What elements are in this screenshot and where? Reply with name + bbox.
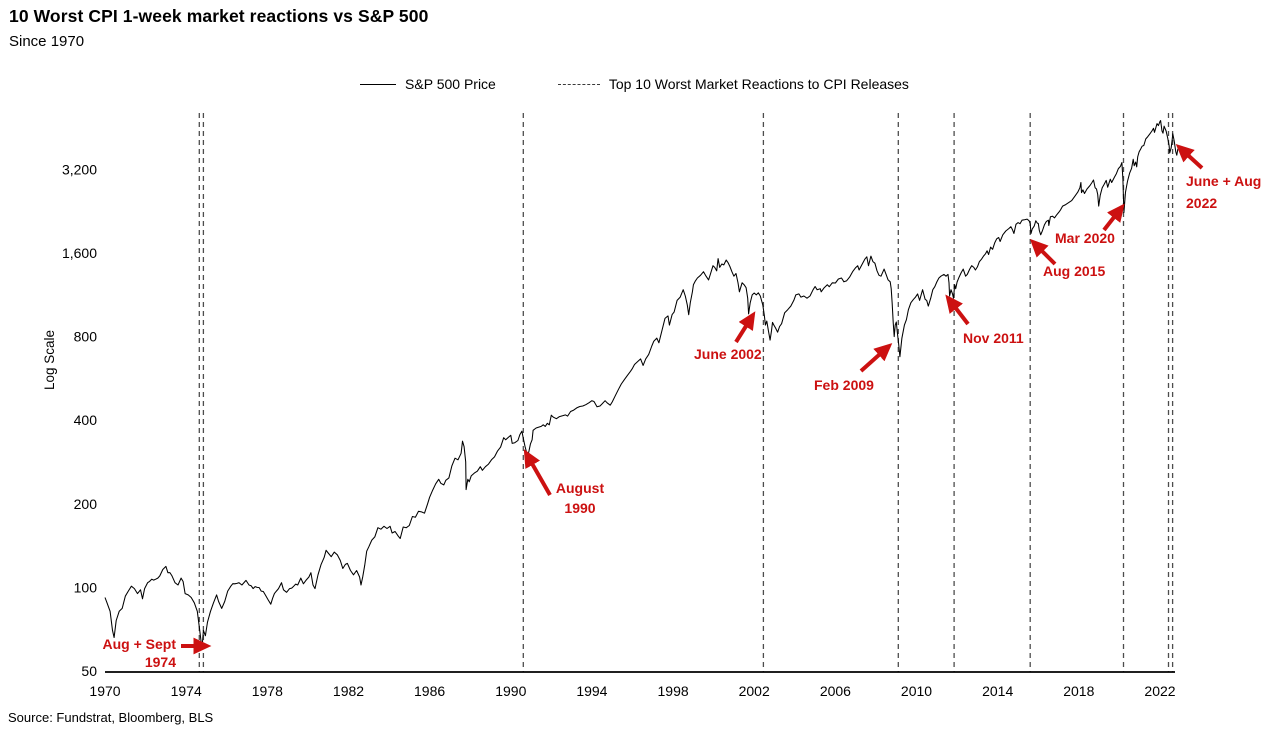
- x-tick-label: 2018: [1063, 683, 1094, 699]
- annotation-nov-2011: Nov 2011: [963, 330, 1024, 346]
- y-tick-label: 1,600: [62, 245, 97, 261]
- annotation-arrow-feb-2009: [859, 343, 893, 373]
- legend-item-cpi-events: Top 10 Worst Market Reactions to CPI Rel…: [557, 76, 909, 92]
- annotation-aug-2015: Aug 2015: [1043, 263, 1105, 279]
- y-tick-label: 800: [74, 329, 98, 345]
- annotation-arrow-june-2002: [734, 311, 756, 344]
- y-tick-label: 100: [74, 579, 98, 595]
- x-tick-label: 2006: [820, 683, 851, 699]
- y-axis-title: Log Scale: [42, 329, 57, 391]
- annotation-august-1990: August: [556, 480, 605, 496]
- chart-title: 10 Worst CPI 1-week market reactions vs …: [9, 6, 429, 26]
- legend-item-sp500: S&P 500 Price: [360, 76, 496, 92]
- annotation-arrow-june-aug-2022: [1175, 144, 1204, 170]
- x-tick-label: 1974: [171, 683, 202, 699]
- annotation-arrow-aug-2015: [1029, 238, 1057, 266]
- y-tick-label: 400: [74, 412, 98, 428]
- y-tick-label: 3,200: [62, 161, 97, 177]
- x-tick-label: 2002: [739, 683, 770, 699]
- x-tick-label: 1994: [576, 683, 607, 699]
- sp500-price-line: [104, 120, 1179, 650]
- annotation-arrow-nov-2011: [945, 294, 970, 326]
- x-tick-label: 1998: [658, 683, 689, 699]
- annotation-june-2002: June 2002: [694, 346, 762, 362]
- annotation-arrow-august-1990: [523, 449, 552, 496]
- x-tick-label: 2022: [1144, 683, 1175, 699]
- legend-label-sp500: S&P 500 Price: [405, 76, 496, 92]
- x-tick-label: 2010: [901, 683, 932, 699]
- source-note: Source: Fundstrat, Bloomberg, BLS: [8, 710, 214, 725]
- annotation-feb-2009: Feb 2009: [814, 377, 874, 393]
- annotation-august-1990: 1990: [564, 500, 595, 516]
- x-tick-label: 1986: [414, 683, 445, 699]
- legend: S&P 500 Price Top 10 Worst Market Reacti…: [0, 76, 1269, 92]
- x-tick-label: 1990: [495, 683, 526, 699]
- y-tick-label: 200: [74, 496, 98, 512]
- solid-line-swatch-icon: [360, 83, 397, 85]
- annotation-aug-sept-1974: 1974: [145, 654, 176, 670]
- x-tick-label: 2014: [982, 683, 1013, 699]
- x-tick-label: 1978: [252, 683, 283, 699]
- annotation-arrow-mar-2020: [1102, 203, 1125, 232]
- legend-label-cpi-events: Top 10 Worst Market Reactions to CPI Rel…: [608, 76, 909, 92]
- x-tick-label: 1970: [89, 683, 120, 699]
- dashed-line-swatch-icon: [557, 83, 600, 85]
- annotation-june-aug-2022: June + Aug: [1186, 173, 1261, 189]
- annotation-mar-2020: Mar 2020: [1055, 230, 1115, 246]
- y-tick-label: 50: [81, 663, 97, 679]
- annotation-aug-sept-1974: Aug + Sept: [102, 636, 176, 652]
- chart-subtitle: Since 1970: [9, 33, 85, 50]
- annotation-june-aug-2022: 2022: [1186, 195, 1217, 211]
- x-tick-label: 1982: [333, 683, 364, 699]
